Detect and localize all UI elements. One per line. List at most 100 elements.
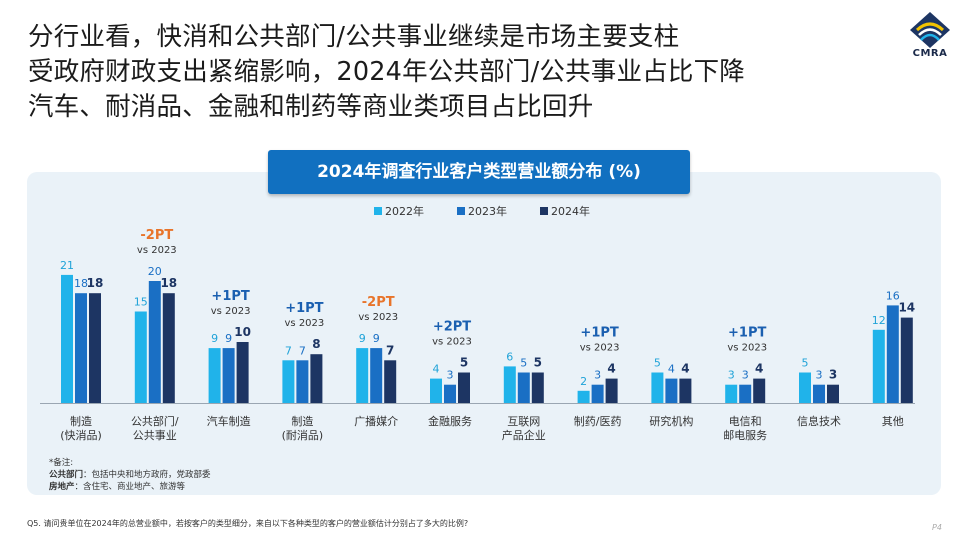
x-tick-label: (耐消品) bbox=[282, 428, 324, 442]
chart-title: 2024年调查行业客户类型营业额分布 (%) bbox=[268, 150, 690, 194]
bar bbox=[370, 348, 383, 403]
headline-line-3: 汽车、耐消品、金融和制药等商业类项目占比回升 bbox=[28, 92, 594, 122]
x-tick-label: 汽车制造 bbox=[207, 414, 251, 428]
bar bbox=[725, 384, 738, 403]
annotation-sub: vs 2023 bbox=[727, 343, 767, 354]
data-label: 4 bbox=[668, 363, 675, 376]
legend-label-2: 2023年 bbox=[468, 204, 507, 218]
annotation-change: -2PT bbox=[140, 228, 173, 243]
bar bbox=[384, 360, 397, 403]
x-tick-label: 公共部门/ bbox=[131, 414, 179, 428]
data-label: 21 bbox=[60, 259, 74, 272]
x-tick-label: 公共事业 bbox=[133, 429, 177, 442]
bar bbox=[900, 317, 913, 403]
data-label: 20 bbox=[148, 265, 162, 278]
annotation-change: +1PT bbox=[211, 289, 249, 304]
bar bbox=[872, 329, 885, 403]
data-label: 12 bbox=[872, 314, 886, 327]
data-label: 10 bbox=[234, 325, 251, 339]
data-label: 14 bbox=[898, 301, 915, 315]
cmra-logo: CMRA bbox=[905, 10, 955, 66]
bar bbox=[236, 342, 249, 403]
bar bbox=[591, 384, 604, 403]
bar bbox=[799, 372, 811, 403]
annotation-change: +1PT bbox=[728, 326, 766, 341]
headline: 分行业看，快消和公共部门/公共事业继续是市场主要支柱 受政府财政支出紧缩影响，2… bbox=[28, 20, 848, 125]
notes: *备注: 公共部门：包括中央和地方政府，党政部委 房地产：含住宅、商业地产、旅游… bbox=[49, 457, 211, 493]
bar bbox=[134, 311, 147, 403]
survey-question: Q5. 请问贵单位在2024年的总营业额中，若按客户的类型细分，来自以下各种类型… bbox=[27, 519, 469, 528]
bar bbox=[886, 305, 899, 403]
data-label: 3 bbox=[594, 369, 601, 382]
x-tick-label: 广播媒介 bbox=[354, 414, 398, 428]
bar bbox=[753, 378, 766, 403]
x-tick-label: 制造 bbox=[70, 414, 92, 428]
data-label: 9 bbox=[359, 332, 366, 345]
data-label: 5 bbox=[520, 357, 527, 370]
bar bbox=[503, 366, 516, 403]
data-label: 4 bbox=[607, 362, 615, 376]
bar bbox=[296, 360, 309, 403]
logo-text: CMRA bbox=[912, 48, 948, 59]
cmra-logo-icon bbox=[910, 12, 950, 48]
annotation-change: +1PT bbox=[285, 301, 323, 316]
bar bbox=[531, 372, 544, 403]
notes-line-1-label: 公共部门 bbox=[49, 470, 84, 480]
data-label: 18 bbox=[87, 276, 104, 290]
data-label: 5 bbox=[534, 356, 542, 370]
data-label: 8 bbox=[312, 337, 320, 351]
legend-swatch-3 bbox=[540, 207, 548, 215]
annotation-sub: vs 2023 bbox=[432, 337, 472, 348]
data-label: 3 bbox=[447, 369, 454, 382]
bar bbox=[605, 378, 618, 403]
bar bbox=[458, 372, 470, 403]
data-label: 5 bbox=[654, 357, 661, 370]
legend-swatch-2 bbox=[457, 207, 465, 215]
x-tick-label: 电信和 bbox=[729, 415, 762, 428]
x-tick-label: 互联网 bbox=[507, 415, 540, 428]
data-label: 4 bbox=[755, 362, 763, 376]
data-label: 7 bbox=[386, 343, 394, 357]
data-label: 16 bbox=[886, 289, 900, 302]
x-tick-label: 邮电服务 bbox=[723, 429, 767, 442]
bar bbox=[827, 384, 839, 403]
bar bbox=[282, 360, 295, 403]
data-label: 7 bbox=[299, 344, 306, 357]
x-tick-label: 金融服务 bbox=[428, 414, 472, 428]
bar bbox=[739, 384, 752, 403]
notes-line-2-label: 房地产 bbox=[49, 482, 75, 492]
chart-panel bbox=[27, 172, 941, 495]
bar bbox=[208, 348, 221, 403]
notes-line-2: 房地产：含住宅、商业地产、旅游等 bbox=[49, 481, 211, 493]
data-label: 9 bbox=[211, 332, 218, 345]
bar bbox=[444, 384, 456, 403]
annotation-change: +2PT bbox=[433, 320, 471, 335]
data-label: 9 bbox=[225, 332, 232, 345]
data-label: 3 bbox=[742, 369, 749, 382]
annotation-sub: vs 2023 bbox=[137, 245, 177, 256]
data-label: 2 bbox=[580, 375, 587, 388]
bar bbox=[61, 274, 73, 403]
bar bbox=[679, 378, 692, 403]
data-label: 4 bbox=[433, 363, 440, 376]
data-label: 3 bbox=[728, 369, 735, 382]
data-label: 18 bbox=[160, 276, 177, 290]
annotation-change: -2PT bbox=[362, 295, 395, 310]
bar bbox=[89, 293, 101, 403]
bar bbox=[222, 348, 235, 403]
data-label: 9 bbox=[373, 332, 380, 345]
notes-title: *备注: bbox=[49, 458, 74, 468]
data-label: 7 bbox=[285, 344, 292, 357]
annotation-sub: vs 2023 bbox=[285, 318, 325, 329]
annotation-sub: vs 2023 bbox=[211, 306, 251, 317]
page-number: P4 bbox=[932, 523, 942, 532]
x-tick-label: 制药/医药 bbox=[574, 415, 622, 428]
bar bbox=[517, 372, 530, 403]
annotation-change: +1PT bbox=[580, 326, 618, 341]
x-tick-label: (快消品) bbox=[60, 428, 102, 442]
bar bbox=[356, 348, 369, 403]
data-label: 6 bbox=[506, 350, 513, 363]
notes-line-2-text: ：含住宅、商业地产、旅游等 bbox=[74, 482, 186, 492]
data-label: 18 bbox=[74, 277, 88, 290]
legend-swatch-1 bbox=[374, 207, 382, 215]
